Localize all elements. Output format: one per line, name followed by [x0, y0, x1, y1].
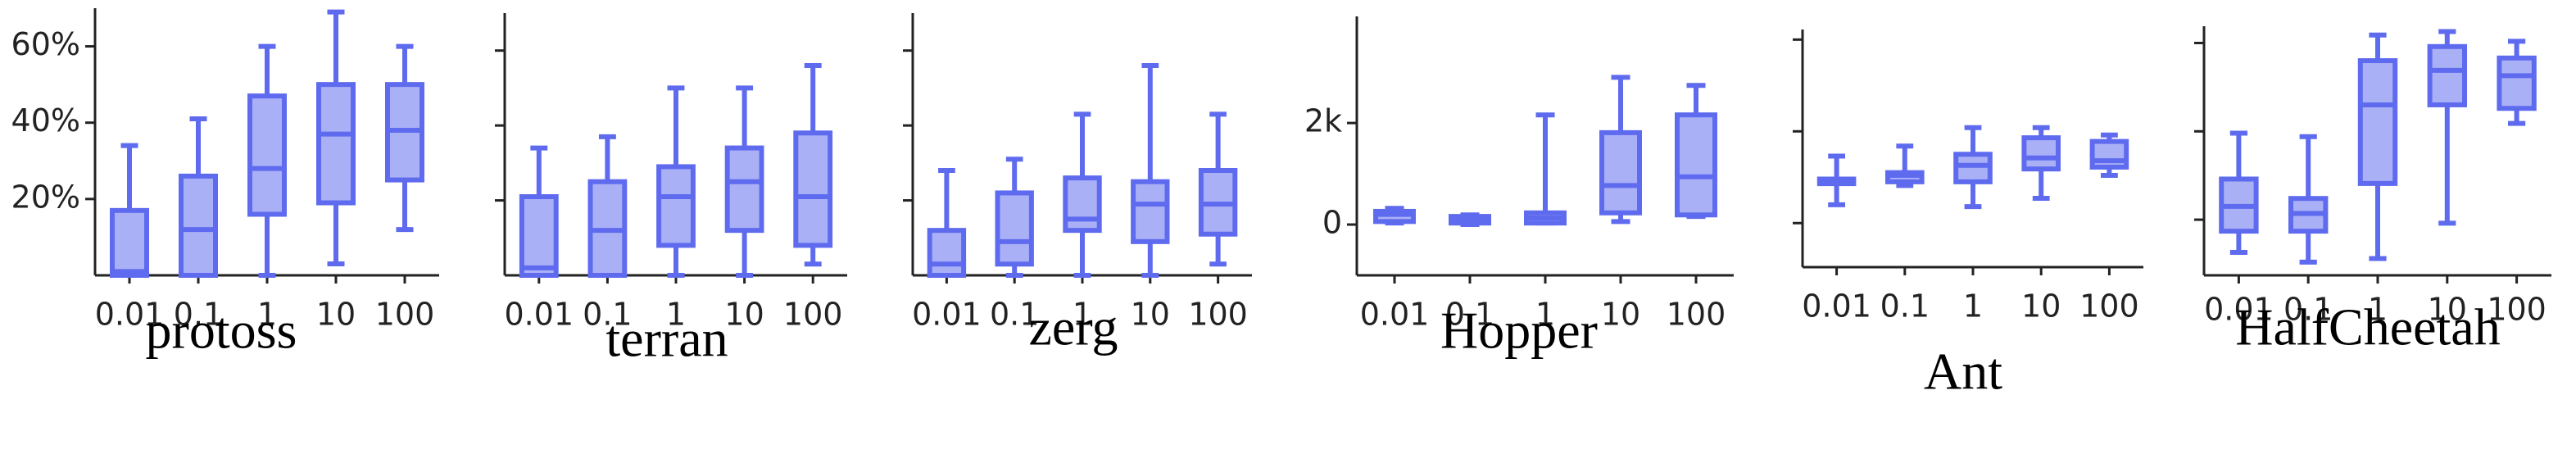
box: [519, 194, 559, 278]
box: [1953, 152, 1993, 184]
box: [2427, 43, 2468, 107]
box: [1131, 179, 1170, 244]
box: [110, 207, 149, 279]
x-tick-label: 10: [2428, 292, 2467, 328]
box: [1675, 112, 1717, 218]
x-tick-label: 0.1: [2283, 292, 2333, 328]
y-tick-label: 0: [1322, 205, 1342, 241]
box: [2497, 55, 2537, 111]
x-tick-label: 1: [1073, 297, 1092, 333]
x-tick-label: 1: [2368, 292, 2388, 328]
chart-title: protoss: [146, 302, 297, 360]
y-tick-label: 20%: [11, 179, 80, 215]
y-tick-label: 60%: [11, 26, 80, 62]
x-tick-label: 100: [1188, 297, 1248, 333]
x-tick-label: 100: [1667, 297, 1726, 333]
box: [1063, 175, 1102, 234]
x-tick-label: 100: [783, 297, 843, 333]
x-tick-label: 10: [1601, 297, 1640, 333]
x-tick-label: 0.1: [174, 297, 223, 333]
box: [2089, 138, 2129, 170]
x-tick-label: 100: [375, 297, 435, 333]
box: [995, 190, 1034, 267]
x-tick-label: 10: [316, 297, 356, 333]
box: [179, 173, 218, 279]
x-tick-label: 0.01: [504, 297, 574, 333]
x-tick-label: 10: [724, 297, 764, 333]
chart-title: Hopper: [1440, 302, 1598, 360]
chart-title: HalfCheetah: [2235, 298, 2500, 356]
chart-title: zerg: [1029, 298, 1118, 356]
chart-title: terran: [605, 310, 728, 368]
x-tick-label: 0.01: [95, 297, 165, 333]
box: [316, 82, 356, 206]
x-tick-label: 0.1: [1880, 288, 1930, 324]
x-tick-label: 1: [666, 297, 686, 333]
y-tick-label: 2k: [1304, 103, 1342, 139]
x-tick-label: 100: [2079, 288, 2139, 324]
x-tick-label: 0.01: [2204, 292, 2274, 328]
box: [656, 164, 696, 248]
y-tick-label: 40%: [11, 102, 80, 138]
x-tick-label: 1: [1963, 288, 1983, 324]
box: [793, 130, 833, 248]
x-tick-label: 100: [2487, 292, 2547, 328]
x-tick-label: 0.1: [583, 297, 632, 333]
box: [2357, 58, 2398, 186]
x-tick-label: 1: [1535, 297, 1555, 333]
x-tick-label: 10: [1131, 297, 1170, 333]
box: [724, 145, 764, 234]
x-tick-label: 0.01: [1802, 288, 1871, 324]
x-tick-label: 0.01: [1360, 297, 1430, 333]
chart-title: Ant: [1924, 343, 2002, 401]
x-tick-label: 0.1: [1445, 297, 1494, 333]
x-tick-label: 0.1: [990, 297, 1039, 333]
x-tick-label: 1: [257, 297, 277, 333]
box: [2021, 135, 2061, 172]
box: [927, 228, 967, 278]
box: [1599, 129, 1642, 216]
x-tick-label: 10: [2021, 288, 2061, 324]
box: [247, 93, 287, 217]
x-tick-label: 0.01: [912, 297, 982, 333]
